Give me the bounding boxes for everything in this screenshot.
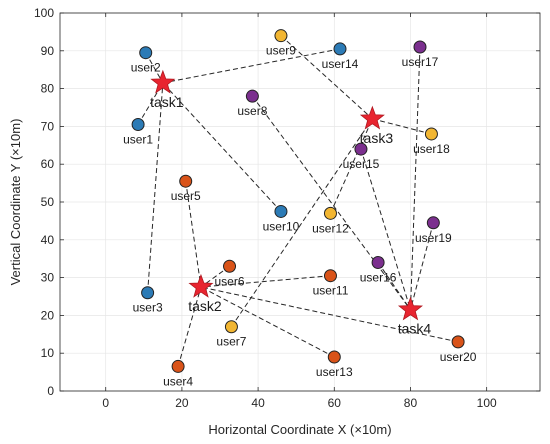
x-tick-label: 40 [251, 396, 265, 410]
user-label-user11: user11 [313, 284, 349, 298]
user-point-user15 [354, 142, 368, 156]
y-tick-label: 10 [41, 346, 55, 360]
user-label-user2: user2 [131, 61, 161, 75]
link-line-user9 [280, 35, 373, 120]
y-tick-label: 90 [41, 44, 55, 58]
user-label-user19: user19 [415, 231, 452, 245]
user-label-user13: user13 [316, 365, 353, 379]
user-point-user10 [274, 204, 288, 218]
user-points: user1 user2 user3 user4 user5 user6 user7 user8… [123, 29, 477, 388]
y-tick-label: 50 [41, 195, 55, 209]
task-label-task3: task3 [360, 130, 394, 146]
link-line-user4 [177, 286, 202, 367]
user-label-user5: user5 [171, 189, 201, 203]
user-point-user5 [179, 174, 193, 188]
user-point-user8 [245, 89, 259, 103]
x-tick-label: 100 [477, 396, 497, 410]
task-points: task1 task2 task3 task4 [150, 69, 432, 337]
x-tick-label: 20 [175, 396, 189, 410]
user-label-user4: user4 [163, 374, 193, 388]
user-point-user17 [413, 40, 427, 54]
link-line-user6 [200, 265, 230, 288]
user-label-user8: user8 [237, 104, 267, 118]
link-line-user8 [251, 95, 411, 311]
task-label-task4: task4 [398, 321, 432, 337]
user-label-user20: user20 [440, 350, 477, 364]
y-tick-label: 20 [41, 308, 55, 322]
y-tick-label: 60 [41, 157, 55, 171]
user-point-user6 [223, 259, 237, 273]
task-star-task1 [150, 69, 176, 94]
user-point-user2 [139, 46, 153, 60]
link-line-user16 [377, 262, 411, 311]
y-tick-label: 80 [41, 82, 55, 96]
link-line-user7 [231, 118, 373, 328]
user-point-user7 [224, 320, 238, 334]
link-line-user17 [409, 47, 421, 310]
user-point-user9 [274, 29, 288, 43]
task-star-task4 [397, 296, 423, 321]
user-label-user6: user6 [215, 274, 245, 288]
user-point-user20 [451, 335, 465, 349]
link-line-user15 [360, 148, 411, 310]
y-tick-label: 100 [34, 6, 54, 20]
user-label-user12: user12 [312, 221, 349, 235]
link-line-user10 [162, 82, 282, 212]
user-label-user3: user3 [133, 301, 163, 315]
user-point-user11 [323, 269, 337, 283]
axis-ticks: 0 20 40 60 80 100 0 10 20 30 40 50 60 70 80 90 100 [34, 6, 540, 410]
link-line-user11 [200, 275, 331, 288]
user-label-user16: user16 [360, 270, 397, 284]
link-line-user12 [330, 118, 373, 214]
user-point-user1 [131, 118, 145, 132]
x-axis-label: Horizontal Coordinate X (×10m) [208, 422, 391, 437]
task-label-task1: task1 [150, 94, 184, 110]
user-label-user15: user15 [343, 157, 380, 171]
user-label-user9: user9 [266, 44, 296, 58]
user-point-user4 [171, 359, 185, 373]
x-tick-label: 60 [328, 396, 342, 410]
y-axis-label: Vertical Coordinate Y (×10m) [8, 119, 23, 286]
user-label-user18: user18 [413, 142, 450, 156]
task-star-task2 [188, 273, 214, 298]
user-label-user17: user17 [402, 55, 439, 69]
link-lines [137, 35, 459, 367]
user-point-user16 [371, 255, 385, 269]
link-line-user3 [147, 82, 164, 293]
y-tick-label: 40 [41, 233, 55, 247]
user-point-user13 [327, 350, 341, 364]
x-tick-label: 80 [404, 396, 418, 410]
link-line-user18 [372, 118, 432, 135]
link-line-user14 [162, 48, 341, 84]
link-line-user20 [200, 286, 459, 343]
link-line-user13 [200, 286, 335, 358]
user-point-user14 [333, 42, 347, 56]
x-tick-label: 0 [102, 396, 109, 410]
user-label-user10: user10 [263, 219, 300, 233]
user-point-user12 [323, 206, 337, 220]
user-label-user1: user1 [123, 133, 153, 147]
grid [60, 12, 540, 392]
task-star-task3 [359, 105, 385, 130]
user-point-user18 [424, 127, 438, 141]
link-line-user5 [185, 181, 202, 288]
y-tick-label: 30 [41, 271, 55, 285]
user-label-user7: user7 [216, 335, 246, 349]
user-label-user14: user14 [322, 57, 359, 71]
link-line-user19 [409, 222, 434, 310]
y-tick-label: 0 [47, 384, 54, 398]
user-point-user19 [426, 216, 440, 230]
user-point-user3 [141, 286, 155, 300]
task-label-task2: task2 [188, 298, 222, 314]
y-tick-label: 70 [41, 119, 55, 133]
